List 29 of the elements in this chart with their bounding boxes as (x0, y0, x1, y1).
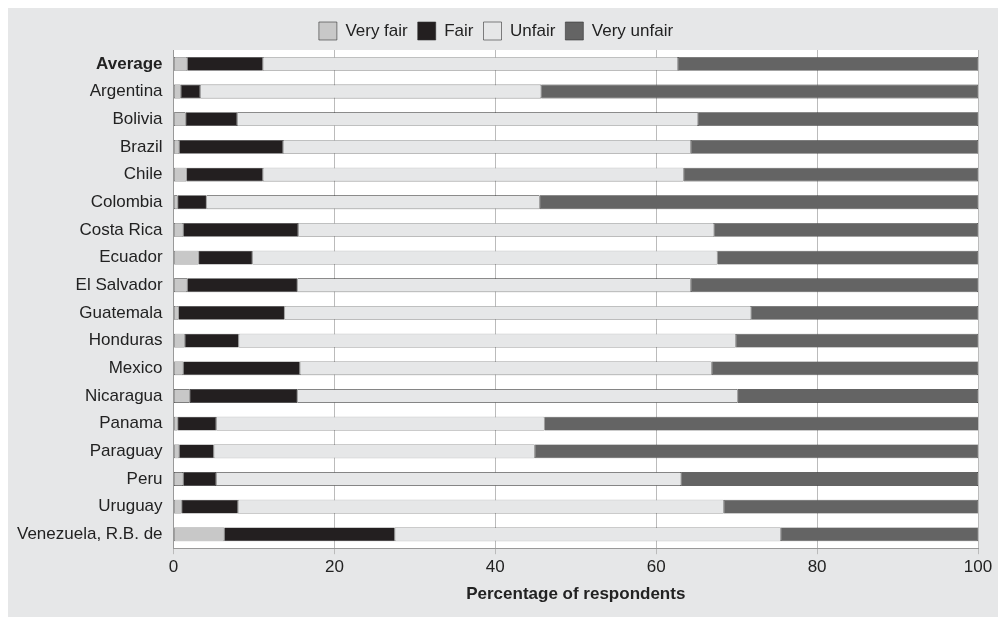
y-tick-label: Argentina (89, 81, 164, 101)
x-axis-title: Percentage of respondents (466, 584, 686, 604)
x-tick-label: 60 (646, 557, 666, 577)
y-tick-label: Uruguay (98, 496, 164, 516)
y-tick-label: Paraguay (89, 441, 164, 461)
x-tick-label: 40 (485, 557, 505, 577)
y-tick-label: Peru (126, 468, 163, 488)
y-tick-label: Brazil (120, 136, 163, 156)
y-tick-label: Nicaragua (85, 385, 164, 405)
y-tick-label: Costa Rica (79, 219, 164, 239)
y-tick-label: El Salvador (75, 274, 163, 294)
y-tick-label: Panama (99, 413, 164, 433)
x-tick-label: 20 (324, 557, 344, 577)
y-tick-label: Ecuador (99, 247, 163, 267)
y-tick-label: Venezuela, R.B. de (17, 524, 163, 544)
y-tick-label: Chile (123, 164, 163, 184)
legend-label: Very fair (345, 20, 409, 40)
x-tick-label: 0 (168, 557, 179, 577)
legend-label: Fair (444, 20, 474, 40)
legend-label: Unfair (510, 20, 556, 40)
y-tick-label: Colombia (90, 191, 164, 211)
y-tick-label: Honduras (88, 330, 163, 350)
legend-label: Very unfair (591, 20, 674, 40)
y-tick-label: Mexico (108, 357, 163, 377)
y-tick-label: Guatemala (79, 302, 164, 322)
x-tick-label: 80 (807, 557, 827, 577)
y-tick-label: Average (96, 53, 163, 73)
y-tick-label: Bolivia (112, 108, 164, 128)
x-tick-label: 100 (963, 557, 993, 577)
